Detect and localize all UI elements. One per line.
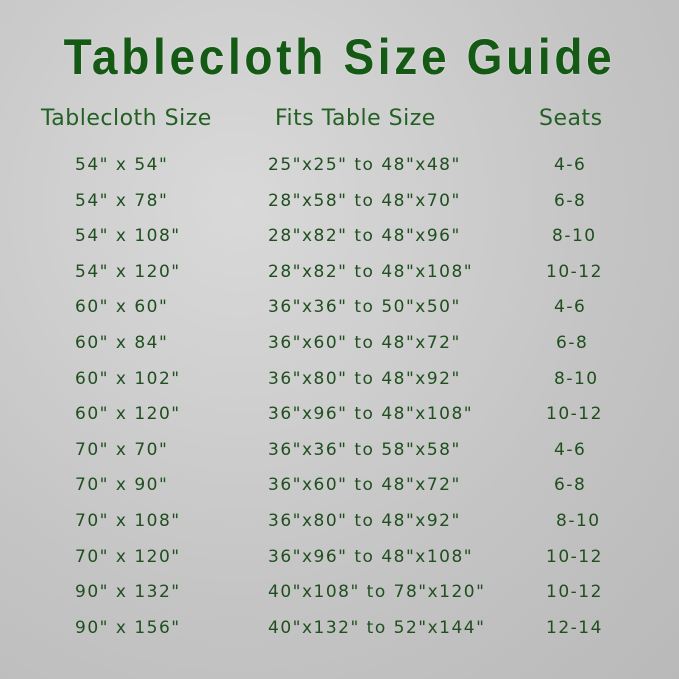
table-row: 70" x 120" 36"x96" to 48"x108" 10-12 bbox=[0, 547, 679, 577]
tablecloth-size-cell: 54" x 108" bbox=[75, 226, 181, 247]
seats-cell: 6-8 bbox=[554, 475, 587, 496]
tablecloth-size-cell: 60" x 120" bbox=[75, 404, 181, 425]
fits-table-size-cell: 36"x60" to 48"x72" bbox=[268, 475, 461, 496]
tablecloth-size-cell: 60" x 60" bbox=[75, 297, 169, 318]
table-row: 90" x 132" 40"x108" to 78"x120" 10-12 bbox=[0, 582, 679, 612]
table-row: 70" x 90" 36"x60" to 48"x72" 6-8 bbox=[0, 475, 679, 505]
table-row: 54" x 108" 28"x82" to 48"x96" 8-10 bbox=[0, 226, 679, 256]
fits-table-size-cell: 28"x82" to 48"x96" bbox=[268, 226, 461, 247]
seats-cell: 4-6 bbox=[554, 297, 587, 318]
tablecloth-size-cell: 54" x 54" bbox=[75, 155, 169, 175]
table-row: 90" x 156" 40"x132" to 52"x144" 12-14 bbox=[0, 618, 679, 648]
seats-cell: 10-12 bbox=[546, 261, 603, 282]
seats-cell: 8-10 bbox=[556, 511, 601, 531]
tablecloth-size-cell: 70" x 108" bbox=[75, 511, 181, 531]
table-row: 54" x 54" 25"x25" to 48"x48" 4-6 bbox=[0, 155, 679, 185]
table-row: 60" x 84" 36"x60" to 48"x72" 6-8 bbox=[0, 333, 679, 363]
tablecloth-size-cell: 90" x 132" bbox=[75, 582, 181, 603]
seats-cell: 8-10 bbox=[552, 226, 597, 247]
header-seats: Seats bbox=[539, 106, 603, 131]
fits-table-size-cell: 40"x132" to 52"x144" bbox=[268, 617, 486, 638]
seats-cell: 6-8 bbox=[554, 190, 587, 211]
table-row: 60" x 60" 36"x36" to 50"x50" 4-6 bbox=[0, 297, 679, 327]
table-row: 60" x 102" 36"x80" to 48"x92" 8-10 bbox=[0, 369, 679, 399]
table-row: 54" x 78" 28"x58" to 48"x70" 6-8 bbox=[0, 191, 679, 221]
tablecloth-size-cell: 70" x 90" bbox=[75, 475, 169, 496]
seats-cell: 12-14 bbox=[546, 617, 603, 638]
table-row: 70" x 108" 36"x80" to 48"x92" 8-10 bbox=[0, 511, 679, 541]
tablecloth-size-cell: 90" x 156" bbox=[75, 617, 181, 638]
tablecloth-size-cell: 70" x 120" bbox=[75, 546, 181, 567]
tablecloth-size-cell: 60" x 84" bbox=[75, 333, 169, 353]
seats-cell: 10-12 bbox=[546, 582, 603, 603]
seats-cell: 10-12 bbox=[546, 546, 603, 567]
fits-table-size-cell: 36"x96" to 48"x108" bbox=[268, 546, 474, 567]
fits-table-size-cell: 36"x36" to 58"x58" bbox=[268, 439, 461, 460]
seats-cell: 8-10 bbox=[554, 368, 599, 389]
seats-cell: 4-6 bbox=[554, 155, 587, 175]
header-fits-table-size: Fits Table Size bbox=[275, 106, 436, 131]
table-row: 54" x 120" 28"x82" to 48"x108" 10-12 bbox=[0, 262, 679, 292]
seats-cell: 10-12 bbox=[546, 404, 603, 425]
fits-table-size-cell: 40"x108" to 78"x120" bbox=[268, 582, 486, 603]
tablecloth-size-cell: 54" x 120" bbox=[75, 261, 181, 282]
fits-table-size-cell: 36"x96" to 48"x108" bbox=[268, 404, 474, 425]
header-tablecloth-size: Tablecloth Size bbox=[41, 106, 212, 131]
table-row: 70" x 70" 36"x36" to 58"x58" 4-6 bbox=[0, 440, 679, 470]
tablecloth-size-cell: 54" x 78" bbox=[75, 190, 169, 211]
fits-table-size-cell: 36"x80" to 48"x92" bbox=[268, 511, 461, 531]
tablecloth-size-cell: 60" x 102" bbox=[75, 368, 181, 389]
fits-table-size-cell: 25"x25" to 48"x48" bbox=[268, 155, 461, 175]
fits-table-size-cell: 28"x82" to 48"x108" bbox=[268, 261, 474, 282]
fits-table-size-cell: 36"x80" to 48"x92" bbox=[268, 368, 461, 389]
fits-table-size-cell: 36"x36" to 50"x50" bbox=[268, 297, 461, 318]
seats-cell: 6-8 bbox=[556, 333, 589, 353]
tablecloth-size-cell: 70" x 70" bbox=[75, 439, 169, 460]
table-row: 60" x 120" 36"x96" to 48"x108" 10-12 bbox=[0, 404, 679, 434]
fits-table-size-cell: 28"x58" to 48"x70" bbox=[268, 190, 461, 211]
seats-cell: 4-6 bbox=[554, 439, 587, 460]
fits-table-size-cell: 36"x60" to 48"x72" bbox=[268, 333, 461, 353]
page-title: Tablecloth Size Guide bbox=[63, 29, 616, 85]
